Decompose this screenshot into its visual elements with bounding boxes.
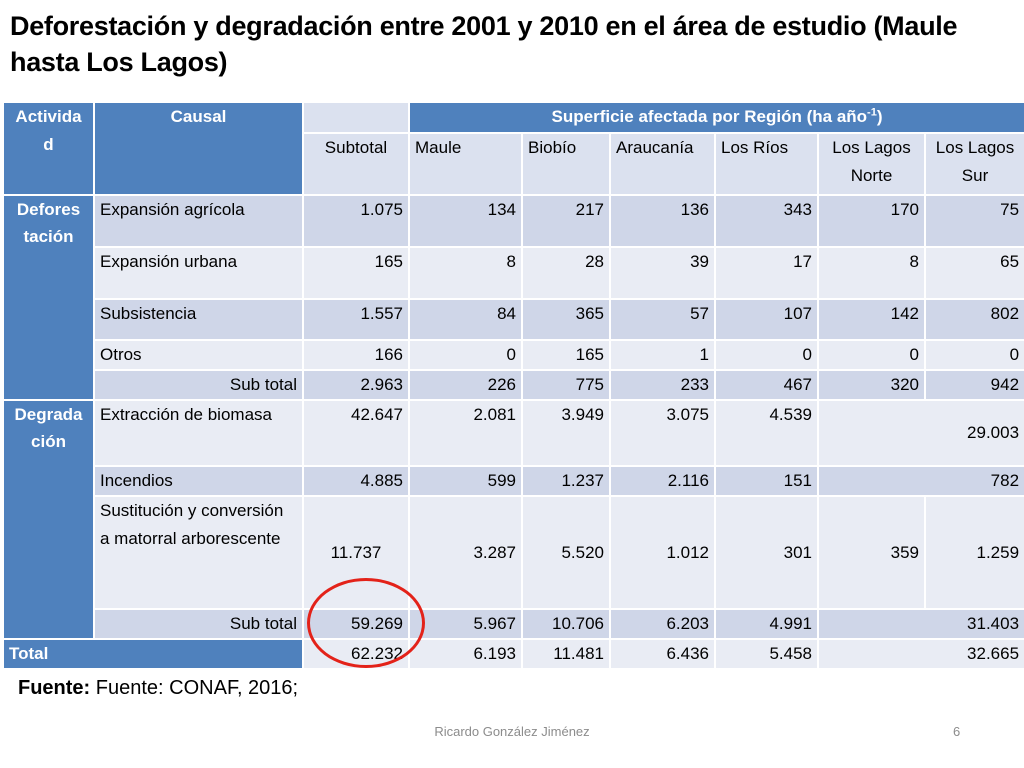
value-cell: 8: [817, 246, 926, 300]
header-superficie: Superficie afectada por Región (ha año-1…: [407, 101, 1024, 134]
total-value: 6.193: [408, 638, 523, 670]
value-cell: 17: [714, 246, 819, 300]
value-cell: 3.287: [408, 495, 523, 610]
header-causal: Causal: [93, 101, 304, 196]
value-cell: 0: [923, 339, 1024, 371]
value-cell: 28: [521, 246, 611, 300]
footer-author: Ricardo González Jiménez: [434, 724, 590, 739]
causal-cell: Sustitución y conversión a matorral arbo…: [93, 495, 304, 610]
total-value: 5.458: [714, 638, 819, 670]
col-los-lagos-norte: Los Lagos Norte: [817, 132, 926, 196]
value-cell: 166: [302, 339, 410, 371]
value-cell: 5.520: [521, 495, 611, 610]
value-cell: 0: [408, 339, 523, 371]
value-cell: 136: [609, 194, 716, 248]
value-cell: 11.737: [302, 495, 410, 610]
value-cell: 0: [817, 339, 926, 371]
merged-lagos-cell: 782: [816, 465, 1024, 497]
causal-cell: Extracción de biomasa: [93, 399, 304, 467]
header-actividad: Activida d: [2, 101, 95, 196]
subtotal-value: 4.991: [714, 608, 819, 640]
header-blank-cell: [302, 101, 410, 134]
value-cell: 359: [817, 495, 926, 610]
value-cell: 802: [923, 298, 1024, 341]
value-cell: 1.557: [302, 298, 410, 341]
value-cell: 2.081: [408, 399, 523, 467]
col-biobio: Biobío: [521, 132, 611, 196]
col-subtotal: Subtotal: [302, 132, 410, 196]
value-cell: 343: [714, 194, 819, 248]
causal-cell: Expansión urbana: [93, 246, 304, 300]
subtotal-value: 6.203: [609, 608, 716, 640]
causal-cell: Incendios: [93, 465, 304, 497]
value-cell: 1: [609, 339, 716, 371]
subtotal-value: 233: [609, 369, 716, 401]
merged-lagos-cell: 31.403: [816, 608, 1024, 640]
value-cell: 134: [408, 194, 523, 248]
value-cell: 1.259: [923, 495, 1024, 610]
col-araucania: Araucanía: [609, 132, 716, 196]
value-cell: 4.885: [302, 465, 410, 497]
subtotal-value: 2.963: [302, 369, 410, 401]
subtotal-value: 320: [817, 369, 926, 401]
group-degradacion: Degrada ción: [2, 399, 95, 640]
value-cell: 142: [817, 298, 926, 341]
merged-lagos-cell: 29.003: [816, 399, 1024, 467]
causal-cell: Otros: [93, 339, 304, 371]
subtotal-label: Sub total: [93, 608, 304, 640]
value-cell: 4.539: [714, 399, 819, 467]
col-maule: Maule: [408, 132, 523, 196]
source-text: Fuente: CONAF, 2016;: [90, 677, 299, 699]
subtotal-value: 942: [923, 369, 1024, 401]
subtotal-value: 5.967: [408, 608, 523, 640]
subtotal-value: 226: [408, 369, 523, 401]
value-cell: 65: [923, 246, 1024, 300]
value-cell: 42.647: [302, 399, 410, 467]
value-cell: 165: [302, 246, 410, 300]
value-cell: 170: [817, 194, 926, 248]
value-cell: 301: [714, 495, 819, 610]
value-cell: 75: [923, 194, 1024, 248]
value-cell: 1.012: [609, 495, 716, 610]
total-value: 6.436: [609, 638, 716, 670]
value-cell: 0: [714, 339, 819, 371]
subtotal-value: 10.706: [521, 608, 611, 640]
causal-cell: Subsistencia: [93, 298, 304, 341]
deforestation-table: Activida d Causal Superficie afectada po…: [2, 101, 1024, 670]
group-deforestacion: Defores tación: [2, 194, 95, 401]
value-cell: 57: [609, 298, 716, 341]
value-cell: 3.075: [609, 399, 716, 467]
value-cell: 8: [408, 246, 523, 300]
page-number: 6: [953, 724, 961, 739]
source-label: Fuente:: [18, 677, 91, 699]
subtotal-value: 775: [521, 369, 611, 401]
value-cell: 599: [408, 465, 523, 497]
causal-cell: Expansión agrícola: [93, 194, 304, 248]
subtotal-value: 59.269: [302, 608, 410, 640]
subtotal-value: 467: [714, 369, 819, 401]
subtotal-label: Sub total: [93, 369, 304, 401]
source-note: Fuente: Fuente: CONAF, 2016;: [18, 674, 298, 702]
value-cell: 1.237: [521, 465, 611, 497]
value-cell: 1.075: [302, 194, 410, 248]
value-cell: 2.116: [609, 465, 716, 497]
total-value: 62.232: [302, 638, 410, 670]
slide-title: Deforestación y degradación entre 2001 y…: [10, 11, 958, 77]
value-cell: 365: [521, 298, 611, 341]
col-los-rios: Los Ríos: [714, 132, 819, 196]
value-cell: 107: [714, 298, 819, 341]
value-cell: 217: [521, 194, 611, 248]
value-cell: 151: [714, 465, 819, 497]
total-label: Total: [2, 638, 304, 670]
col-los-lagos-sur: Los Lagos Sur: [923, 132, 1024, 196]
value-cell: 39: [609, 246, 716, 300]
value-cell: 84: [408, 298, 523, 341]
total-value: 11.481: [521, 638, 611, 670]
value-cell: 165: [521, 339, 611, 371]
value-cell: 3.949: [521, 399, 611, 467]
merged-lagos-cell: 32.665: [816, 638, 1024, 670]
